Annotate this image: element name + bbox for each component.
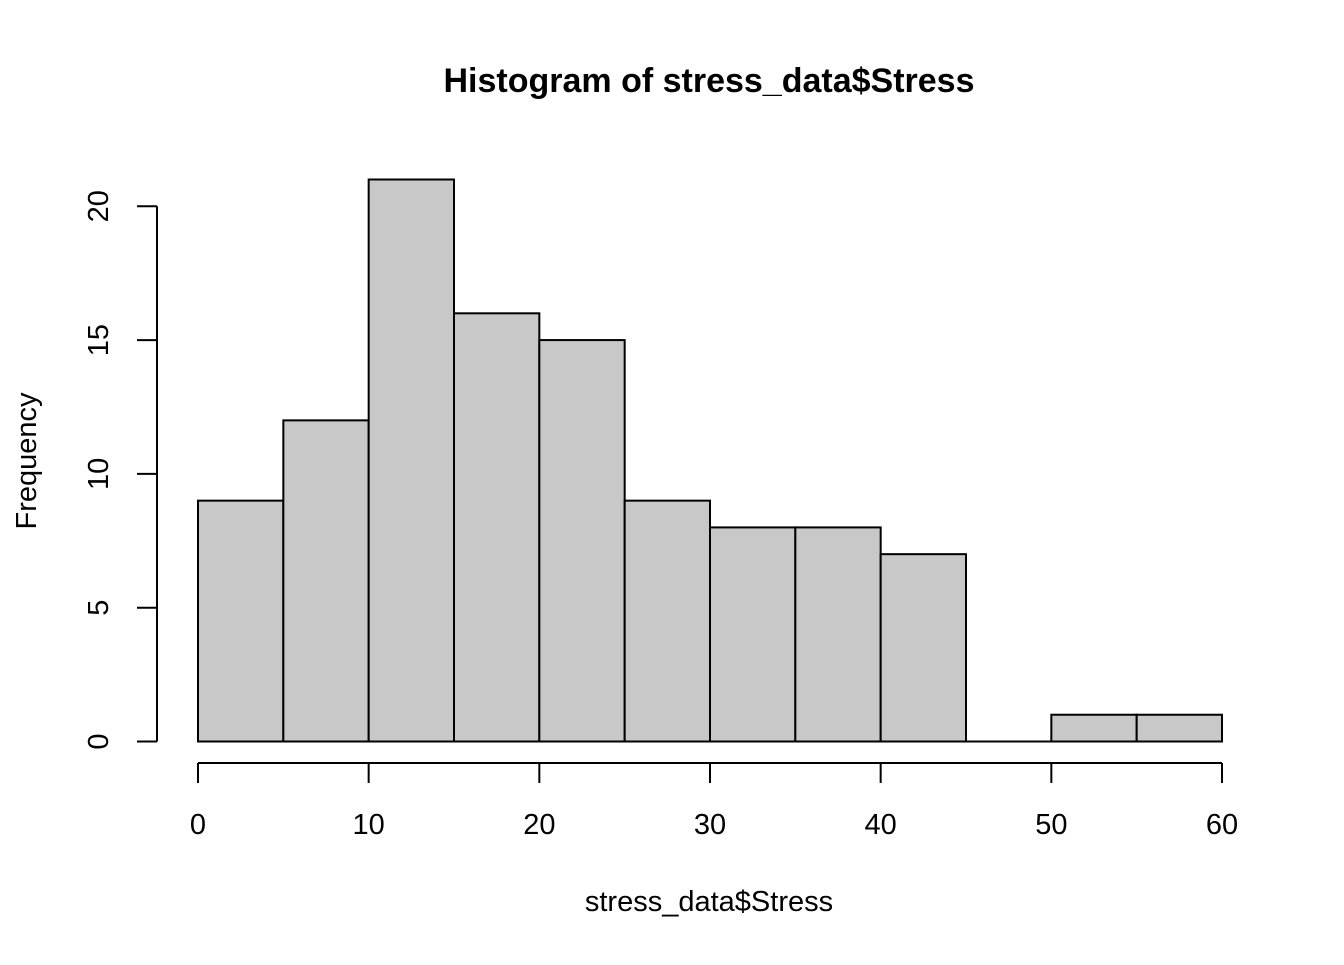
y-tick-label: 5 [83, 600, 115, 616]
x-axis: 0 10 20 30 40 50 60 [190, 762, 1238, 841]
x-tick-label: 0 [190, 809, 206, 841]
x-tick-label: 50 [1035, 809, 1067, 841]
y-tick-label: 20 [83, 190, 115, 222]
x-tick-label: 30 [694, 809, 726, 841]
x-tick-label: 10 [353, 809, 385, 841]
x-axis-label: stress_data$Stress [585, 886, 833, 918]
histogram-bar [1135, 713, 1223, 743]
histogram-bar [282, 419, 370, 743]
x-tick-label: 40 [865, 809, 897, 841]
histogram-bar [623, 499, 712, 743]
x-tick-label: 20 [523, 809, 555, 841]
y-tick-label: 0 [83, 733, 115, 749]
histogram-bar [453, 312, 541, 743]
histogram-bar [367, 178, 455, 743]
y-axis: 0 5 10 15 20 [83, 190, 158, 750]
histogram-bar [538, 339, 626, 743]
y-tick-label: 15 [83, 324, 115, 356]
histogram-bar [1050, 713, 1138, 743]
y-axis-label: Frequency [11, 392, 43, 530]
histogram-bar [197, 499, 285, 743]
histogram-bar [794, 526, 882, 743]
histogram-bar [879, 553, 968, 743]
chart-title: Histogram of stress_data$Stress [443, 62, 974, 100]
histogram-bar [709, 526, 797, 743]
bars-layer [197, 178, 1223, 743]
y-tick-label: 10 [83, 458, 115, 490]
x-tick-label: 60 [1206, 809, 1238, 841]
